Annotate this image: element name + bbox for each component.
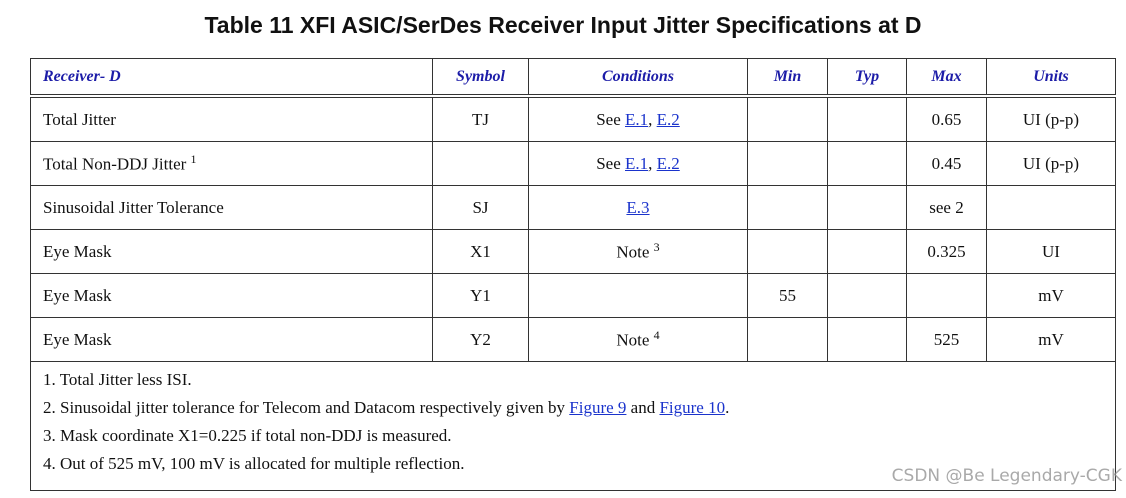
link[interactable]: E.2	[656, 109, 680, 129]
table-cell: E.3	[528, 185, 748, 230]
text: 2. Sinusoidal jitter tolerance for Telec…	[43, 398, 570, 417]
table-cell: Eye Mask	[30, 273, 433, 318]
notes-row: 1. Total Jitter less ISI. 2. Sinusoidal j…	[30, 361, 1116, 491]
table-cell: Eye Mask	[30, 229, 433, 274]
table-row: Eye Mask Y1 55 mV	[30, 273, 1116, 318]
text: Note	[616, 242, 654, 262]
table-cell: UI	[986, 229, 1116, 274]
table-cell: mV	[986, 273, 1116, 318]
table-title: Table 11 XFI ASIC/SerDes Receiver Input …	[204, 12, 922, 38]
table-row: Total Jitter TJ See E.1, E.2 0.65 UI (p-p)	[30, 95, 1116, 142]
table-cell	[986, 185, 1116, 230]
table-cell: 55	[747, 273, 828, 318]
table-cell: Y1	[432, 273, 529, 318]
text: Total Jitter	[43, 109, 116, 129]
table-cell: 525	[906, 317, 987, 362]
text: ,	[648, 109, 657, 129]
table-cell	[827, 273, 907, 318]
table-row: Eye Mask X1 Note 3 0.325 UI	[30, 229, 1116, 274]
text: .	[725, 398, 730, 417]
column-header: Symbol	[432, 58, 529, 98]
footnote: 2. Sinusoidal jitter tolerance for Telec…	[43, 394, 1103, 422]
table-cell: See E.1, E.2	[528, 141, 748, 186]
table-cell	[747, 95, 828, 142]
text: Eye Mask	[43, 241, 112, 261]
table-cell: SJ	[432, 185, 529, 230]
table-cell: TJ	[432, 95, 529, 142]
table-cell	[827, 141, 907, 186]
table-cell: 0.325	[906, 229, 987, 274]
text: 4. Out of 525 mV, 100 mV is allocated fo…	[43, 454, 465, 473]
table-cell: X1	[432, 229, 529, 274]
table-cell: 0.45	[906, 141, 987, 186]
text: Sinusoidal Jitter Tolerance	[43, 197, 224, 217]
superscript: 3	[653, 240, 660, 255]
footnote: 4. Out of 525 mV, 100 mV is allocated fo…	[43, 450, 1103, 478]
header-row: Receiver- D Symbol Conditions Min Typ Max Unit…	[30, 58, 1116, 98]
table-cell: mV	[986, 317, 1116, 362]
notes-cell: 1. Total Jitter less ISI. 2. Sinusoidal j…	[30, 361, 1116, 491]
text: Eye Mask	[43, 285, 112, 305]
text: Eye Mask	[43, 329, 112, 349]
column-header: Min	[747, 58, 828, 98]
link[interactable]: Figure 9	[569, 398, 627, 417]
table-cell: UI (p-p)	[986, 95, 1116, 142]
table-cell	[827, 317, 907, 362]
text: Total Non-DDJ Jitter	[43, 154, 191, 174]
text: Note	[616, 330, 654, 350]
table-row: Eye Mask Y2 Note 4 525 mV	[30, 317, 1116, 362]
link[interactable]: Figure 10	[659, 398, 726, 417]
table-row: Total Non-DDJ Jitter 1 See E.1, E.2 0.45 UI…	[30, 141, 1116, 186]
superscript: 1	[190, 152, 197, 167]
table-cell: Total Jitter	[30, 95, 433, 142]
table-cell: see 2	[906, 185, 987, 230]
table-cell	[432, 141, 529, 186]
text: See	[596, 153, 625, 173]
column-header: Typ	[827, 58, 907, 98]
link[interactable]: E.2	[656, 153, 680, 173]
table-body: Total Jitter TJ See E.1, E.2 0.65 UI (p-p) To…	[30, 95, 1116, 491]
table-cell: Sinusoidal Jitter Tolerance	[30, 185, 433, 230]
table-cell: Note 4	[528, 317, 748, 362]
watermark: CSDN @Be Legendary-CGK	[891, 466, 1122, 486]
table-cell	[747, 229, 828, 274]
spec-table: Receiver- D Symbol Conditions Min Typ Max Unit…	[30, 58, 1116, 491]
table-cell	[827, 185, 907, 230]
table-row: Sinusoidal Jitter Tolerance SJ E.3 see 2	[30, 185, 1116, 230]
table-cell	[827, 95, 907, 142]
table-cell	[747, 317, 828, 362]
text: See	[596, 109, 625, 129]
table-cell: UI (p-p)	[986, 141, 1116, 186]
text: 3. Mask coordinate X1=0.225 if total non…	[43, 426, 452, 445]
column-header: Conditions	[528, 58, 748, 98]
table-cell: 0.65	[906, 95, 987, 142]
table-cell	[528, 273, 748, 318]
table-cell	[827, 229, 907, 274]
column-header: Max	[906, 58, 987, 98]
table-cell: Eye Mask	[30, 317, 433, 362]
text: and	[626, 398, 660, 417]
superscript: 4	[653, 328, 660, 343]
footnote: 3. Mask coordinate X1=0.225 if total non…	[43, 422, 1103, 450]
table-cell: Note 3	[528, 229, 748, 274]
column-header: Receiver- D	[30, 58, 433, 98]
text: 1. Total Jitter less ISI.	[43, 370, 192, 389]
column-header: Units	[986, 58, 1116, 98]
footnote: 1. Total Jitter less ISI.	[43, 366, 1103, 394]
link[interactable]: E.3	[626, 197, 650, 217]
link[interactable]: E.1	[625, 153, 649, 173]
table-cell: Total Non-DDJ Jitter 1	[30, 141, 433, 186]
text: ,	[648, 153, 657, 173]
table-cell	[747, 185, 828, 230]
table-cell: See E.1, E.2	[528, 95, 748, 142]
table-cell	[747, 141, 828, 186]
table-cell	[906, 273, 987, 318]
link[interactable]: E.1	[625, 109, 649, 129]
table-cell: Y2	[432, 317, 529, 362]
